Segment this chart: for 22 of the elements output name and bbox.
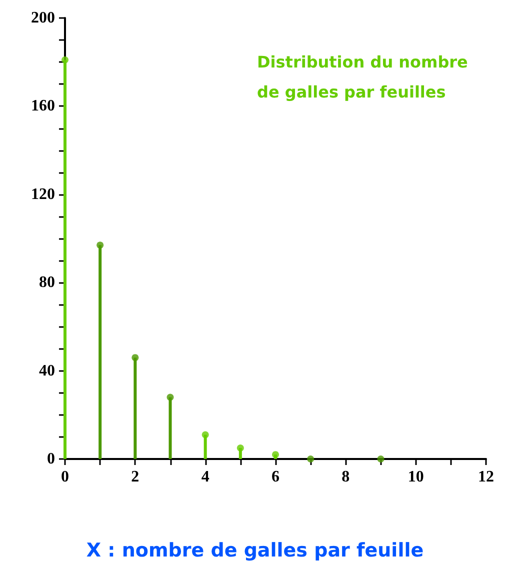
x-tick-label: 0 — [61, 468, 69, 486]
point — [62, 56, 68, 64]
point — [132, 354, 139, 362]
x-axis-title: X : nombre de galles par feuille — [86, 540, 424, 562]
point — [272, 451, 279, 458]
y-tick-label: 40 — [39, 362, 55, 380]
x-tick-label: 6 — [272, 468, 280, 486]
x-tick-label: 12 — [478, 468, 494, 486]
y-tick-label: 120 — [31, 186, 55, 203]
point — [96, 242, 104, 249]
point — [166, 394, 174, 401]
x-tick-label: 4 — [201, 468, 210, 486]
y-tick-label: 160 — [31, 98, 55, 115]
x-tick-label: 2 — [131, 468, 140, 486]
x-tick-label: 10 — [408, 468, 424, 486]
text: Distribution du nombre de galles par feuilles — [257, 52, 474, 102]
y-tick-label: 200 — [31, 10, 55, 26]
point — [202, 431, 209, 438]
point — [236, 444, 244, 452]
y-tick-label: 0 — [47, 450, 55, 468]
y-tick-label: 80 — [39, 274, 55, 292]
x-tick-label: 8 — [342, 468, 350, 486]
